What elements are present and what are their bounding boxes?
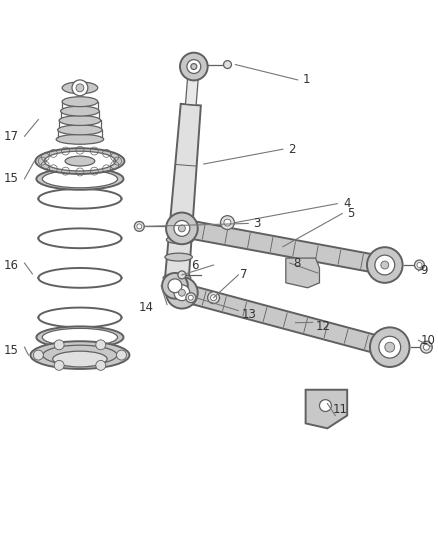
Circle shape	[180, 53, 208, 80]
Ellipse shape	[42, 170, 117, 188]
Circle shape	[424, 344, 429, 350]
Text: 3: 3	[253, 217, 261, 230]
Ellipse shape	[36, 168, 124, 190]
Ellipse shape	[53, 351, 107, 367]
Text: 4: 4	[343, 197, 351, 210]
Polygon shape	[306, 390, 347, 429]
Circle shape	[414, 260, 424, 270]
Polygon shape	[182, 284, 389, 356]
Ellipse shape	[44, 151, 116, 171]
Circle shape	[188, 295, 193, 300]
Circle shape	[33, 350, 43, 360]
Ellipse shape	[60, 106, 99, 116]
Ellipse shape	[165, 253, 192, 261]
Text: 15: 15	[4, 172, 18, 185]
Text: 1: 1	[303, 74, 310, 86]
Ellipse shape	[56, 134, 104, 144]
Ellipse shape	[166, 236, 194, 244]
Circle shape	[76, 84, 84, 92]
Polygon shape	[185, 73, 198, 105]
Text: 8: 8	[293, 256, 300, 270]
Circle shape	[54, 340, 64, 350]
Circle shape	[178, 271, 186, 279]
Circle shape	[166, 213, 198, 244]
Text: 14: 14	[139, 301, 154, 314]
Circle shape	[420, 341, 432, 353]
Polygon shape	[286, 258, 319, 288]
Circle shape	[224, 219, 231, 226]
Text: 13: 13	[241, 308, 256, 321]
Ellipse shape	[65, 156, 95, 166]
Circle shape	[211, 295, 216, 301]
Polygon shape	[165, 104, 201, 279]
Circle shape	[208, 292, 219, 304]
Text: 12: 12	[315, 320, 331, 333]
Text: 5: 5	[347, 207, 355, 220]
Circle shape	[96, 340, 106, 350]
Circle shape	[375, 255, 395, 275]
Circle shape	[417, 263, 422, 268]
Polygon shape	[182, 220, 383, 274]
Text: 10: 10	[420, 334, 435, 347]
Ellipse shape	[43, 345, 117, 365]
Circle shape	[134, 221, 144, 231]
Circle shape	[168, 279, 182, 293]
Circle shape	[72, 80, 88, 96]
Ellipse shape	[62, 82, 98, 94]
Circle shape	[220, 216, 234, 230]
Circle shape	[117, 350, 127, 360]
Circle shape	[191, 63, 197, 69]
Text: 2: 2	[288, 143, 295, 156]
Ellipse shape	[62, 96, 98, 107]
Ellipse shape	[36, 326, 124, 348]
Text: 9: 9	[420, 264, 428, 278]
Text: 17: 17	[4, 130, 18, 143]
Ellipse shape	[30, 341, 129, 369]
Ellipse shape	[58, 125, 102, 135]
Circle shape	[178, 225, 185, 232]
Circle shape	[319, 400, 332, 411]
Ellipse shape	[35, 148, 124, 174]
Ellipse shape	[42, 328, 117, 346]
Circle shape	[187, 60, 201, 74]
Circle shape	[96, 360, 106, 370]
Circle shape	[174, 221, 190, 236]
Circle shape	[186, 293, 196, 303]
Ellipse shape	[59, 116, 101, 125]
Circle shape	[137, 224, 142, 229]
Text: 11: 11	[332, 403, 347, 416]
Circle shape	[370, 327, 410, 367]
Circle shape	[223, 61, 231, 69]
Text: 16: 16	[4, 259, 18, 271]
Text: 15: 15	[4, 344, 18, 357]
Circle shape	[367, 247, 403, 283]
Circle shape	[162, 273, 188, 298]
Circle shape	[166, 277, 198, 309]
Circle shape	[54, 360, 64, 370]
Circle shape	[178, 289, 185, 296]
Circle shape	[381, 261, 389, 269]
Ellipse shape	[163, 274, 191, 282]
Text: 7: 7	[240, 269, 248, 281]
Circle shape	[174, 285, 190, 301]
Text: 6: 6	[191, 259, 199, 271]
Circle shape	[385, 342, 395, 352]
Circle shape	[379, 336, 401, 358]
